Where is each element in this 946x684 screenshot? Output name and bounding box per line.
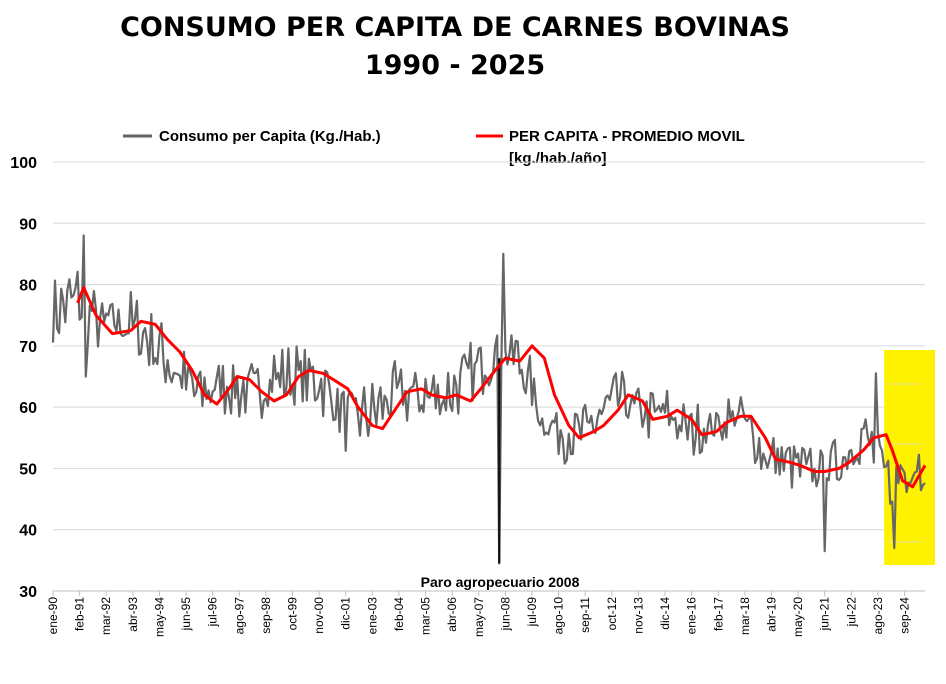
x-tick-label: jul-09 [525, 597, 539, 628]
y-tick-label: 100 [10, 155, 37, 172]
x-tick-label: oct-99 [285, 597, 299, 631]
x-tick-label: may-20 [791, 597, 805, 637]
y-tick-label: 90 [19, 216, 37, 233]
y-tick-label: 80 [19, 278, 37, 295]
axes: 30 40 50 60 70 80 90 100 ene-90 feb-91 mar-92 abr-9… [10, 155, 925, 637]
y-tick-label: 50 [19, 461, 37, 478]
series-lines [51, 234, 927, 565]
highlight-region [884, 350, 935, 565]
x-tick-label: jul-96 [206, 597, 220, 628]
x-tick-label: may-07 [472, 597, 486, 637]
gridlines [53, 161, 925, 531]
x-tick-label: abr-19 [764, 597, 778, 632]
x-tick-label: dic-14 [658, 597, 672, 630]
x-tick-label: mar-18 [738, 597, 752, 635]
x-tick-label: abr-93 [126, 597, 140, 632]
series-consumo-line [51, 234, 926, 565]
y-tick-label: 30 [19, 584, 37, 601]
legend-label-promedio: PER CAPITA - PROMEDIO MOVIL [509, 128, 745, 145]
y-tick-label: 40 [19, 523, 37, 540]
x-tick-label: jul-22 [844, 597, 858, 628]
x-tick-label: ago-10 [552, 597, 566, 635]
x-tick-label: feb-91 [73, 597, 87, 631]
chart-title-line1: CONSUMO PER CAPITA DE CARNES BOVINAS [120, 12, 790, 43]
x-tick-label: abr-06 [445, 597, 459, 632]
x-tick-label: dic-01 [339, 597, 353, 630]
y-tick-label: 70 [19, 339, 37, 356]
x-tick-label: mar-92 [99, 597, 113, 635]
x-tick-label: ago-97 [232, 597, 246, 635]
x-tick-label: may-94 [152, 597, 166, 637]
x-tick-label: jun-95 [179, 597, 193, 632]
x-tick-label: ene-90 [46, 597, 60, 635]
series-promedio-line [76, 286, 927, 489]
x-tick-label: sep-11 [578, 597, 592, 633]
chart-title-line2: 1990 - 2025 [365, 50, 545, 81]
x-tick-label: ene-03 [365, 597, 379, 635]
x-tick-label: jun-21 [818, 597, 832, 632]
legend-label-consumo: Consumo per Capita (Kg./Hab.) [159, 128, 381, 145]
legend-label-promedio-unit: [kg./hab./año] [509, 150, 607, 167]
legend: Consumo per Capita (Kg./Hab.) PER CAPITA… [123, 128, 745, 167]
x-tick-label: sep-98 [259, 597, 273, 634]
x-tick-label: feb-04 [392, 597, 406, 631]
x-tick-label: mar-05 [419, 597, 433, 635]
x-tick-label: oct-12 [605, 597, 619, 631]
annotation-paro-2008: Paro agropecuario 2008 [421, 574, 580, 590]
x-tick-label: nov-13 [631, 597, 645, 634]
x-tick-label: ago-23 [871, 597, 885, 635]
x-tick-label: nov-00 [312, 597, 326, 634]
x-tick-label: sep-24 [898, 597, 912, 634]
x-tick-label: jun-08 [498, 597, 512, 632]
x-tick-label: ene-16 [685, 597, 699, 635]
highlight-box [884, 350, 935, 565]
x-tick-label: feb-17 [711, 597, 725, 631]
y-tick-label: 60 [19, 400, 37, 417]
